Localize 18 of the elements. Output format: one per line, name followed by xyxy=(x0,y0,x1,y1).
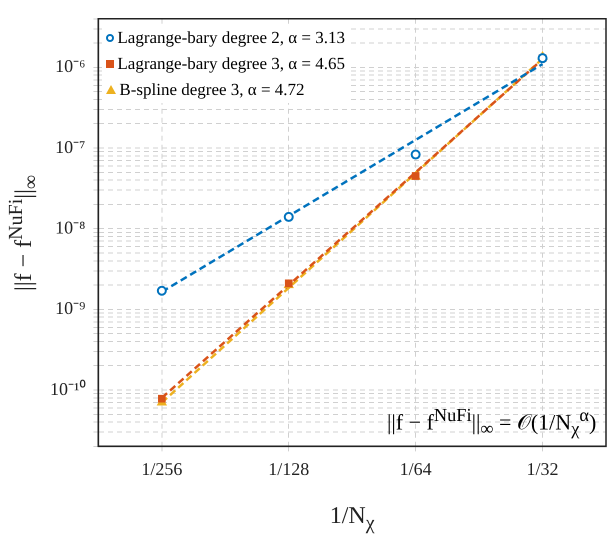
y-tick-label: 10⁻⁸ xyxy=(55,217,86,238)
y-tick-label: 10⁻¹⁰ xyxy=(50,378,86,399)
x-tick-label: 1/128 xyxy=(268,458,310,479)
point xyxy=(410,150,421,160)
x-axis-title: 1/N$_{χ}$ xyxy=(330,503,375,535)
y-tick-label: 10⁻⁹ xyxy=(55,298,86,318)
legend-label: Lagrange-bary degree 2, α = 3.13 xyxy=(117,26,345,49)
point xyxy=(156,286,167,296)
x-tick-label: 1/64 xyxy=(400,458,432,479)
annotation: ||f − f$^{NuFi}$||$_{∞}$ = 𝒪(1/N$_{χ}$$^{α}$) xyxy=(387,405,596,440)
y-tick-label: 10⁻⁷ xyxy=(55,136,86,157)
point xyxy=(284,212,294,222)
x-tick-label: 1/256 xyxy=(141,458,182,479)
x-tick-label: 1/32 xyxy=(526,458,559,479)
legend-label: Lagrange-bary degree 3, α = 4.65 xyxy=(117,52,345,75)
point xyxy=(158,394,166,403)
y-tick-label: 10⁻⁶ xyxy=(55,56,86,76)
legend-label: B-spline degree 3, α = 4.72 xyxy=(119,78,305,101)
